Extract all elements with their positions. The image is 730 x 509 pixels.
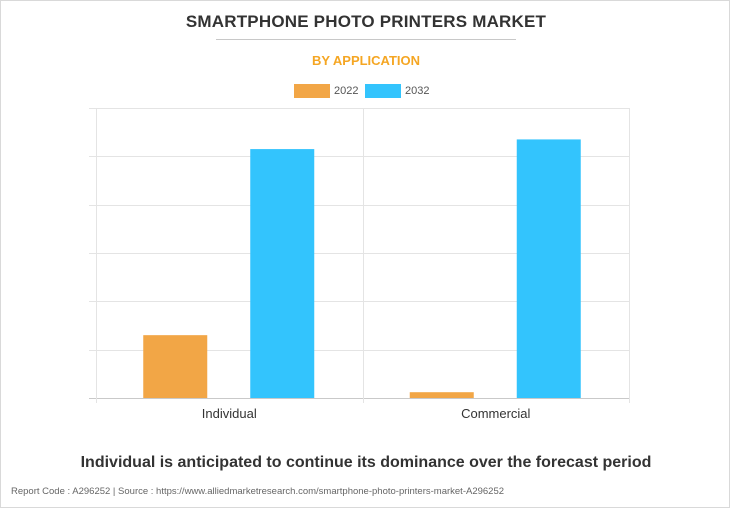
bar-commercial-2022 — [409, 392, 474, 398]
chart-subtitle: BY APPLICATION — [311, 53, 421, 68]
report-source-footer: Report Code : A296252 | Source : https:/… — [11, 486, 505, 497]
bar-individual-2032 — [250, 149, 315, 398]
legend-label-2032: 2032 — [405, 85, 430, 97]
x-tick-label: Commercial — [461, 406, 530, 421]
legend: 2022 2032 — [1, 83, 730, 99]
bar-individual-2022 — [143, 335, 208, 398]
legend-swatch-2022 — [294, 84, 330, 98]
legend-label-2022: 2022 — [334, 85, 359, 97]
chart-title: SMARTPHONE PHOTO PRINTERS MARKET — [185, 12, 547, 31]
title-divider — [216, 39, 516, 40]
x-tick-label: Individual — [202, 406, 257, 421]
legend-swatch-2032 — [365, 84, 401, 98]
takeaway-text: Individual is anticipated to continue it… — [80, 454, 652, 471]
bar-commercial-2032 — [516, 139, 581, 398]
